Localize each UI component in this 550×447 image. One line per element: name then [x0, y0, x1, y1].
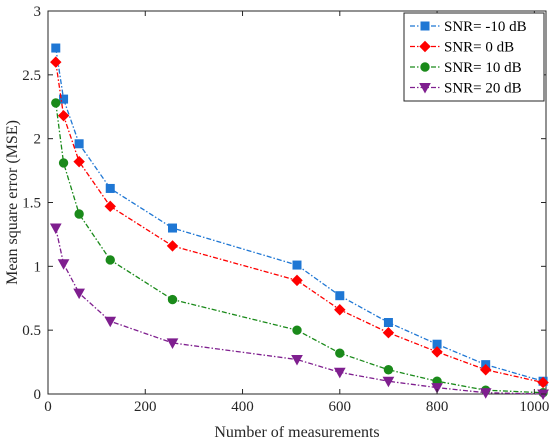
data-point	[104, 316, 117, 328]
legend-label: SNR= -10 dB	[444, 19, 527, 35]
data-point	[51, 43, 61, 53]
data-point	[51, 98, 61, 108]
data-point	[73, 288, 85, 300]
data-point	[167, 294, 178, 305]
data-point	[168, 223, 177, 233]
data-point	[335, 348, 345, 358]
x-tick-label: 600	[329, 399, 352, 415]
series-2	[50, 56, 549, 389]
data-point	[479, 364, 492, 376]
data-point	[479, 388, 492, 399]
data-point	[335, 291, 345, 301]
y-tick-label: 1	[34, 259, 42, 275]
data-point	[57, 109, 70, 122]
series-line	[55, 227, 544, 395]
legend-item: SNR= 0 dB	[410, 40, 514, 56]
data-point	[431, 346, 443, 358]
data-point	[58, 158, 69, 168]
y-axis-title: Mean square error (MSE)	[4, 120, 21, 285]
data-point	[105, 255, 115, 265]
legend-item: SNR= 20 dB	[410, 81, 522, 97]
data-point	[292, 325, 302, 335]
x-tick-label: 400	[231, 399, 254, 415]
legend-item: SNR= -10 dB	[410, 19, 527, 35]
legend-marker	[419, 40, 431, 53]
y-tick-label: 1.5	[22, 196, 41, 212]
x-tick-label: 0	[44, 399, 52, 415]
data-point	[49, 223, 62, 235]
data-point	[383, 365, 394, 375]
series-layer	[49, 43, 549, 401]
data-point	[537, 376, 549, 389]
data-point	[50, 56, 62, 68]
data-point	[291, 355, 303, 366]
data-point	[166, 338, 179, 349]
y-tick-label: 3	[34, 4, 42, 20]
y-tick-label: 2	[34, 132, 42, 148]
data-point	[74, 209, 84, 219]
data-point	[383, 318, 393, 328]
data-point	[292, 260, 302, 270]
legend-label: SNR= 20 dB	[444, 81, 522, 97]
y-tick-label: 0.5	[22, 323, 41, 339]
data-point	[431, 383, 443, 394]
x-tick-label: 200	[134, 399, 157, 415]
data-point	[291, 274, 303, 287]
legend-marker	[420, 62, 430, 72]
data-point	[59, 94, 69, 104]
y-tick-label: 2.5	[22, 68, 41, 84]
data-point	[57, 259, 70, 270]
legend-marker	[419, 83, 431, 94]
data-point	[73, 155, 85, 168]
axes-layer: 0 200 400 600 800 1000 0 0.5 1 1.5 2 2.5 3	[22, 4, 549, 415]
data-point	[382, 376, 395, 388]
data-point	[74, 139, 84, 149]
data-point	[382, 327, 395, 339]
data-point	[166, 240, 179, 252]
legend: SNR= -10 dB SNR= 0 dB SNR= 10 dB SNR= 20 dB	[403, 12, 545, 102]
legend-item: SNR= 10 dB	[410, 60, 522, 76]
data-point	[105, 183, 115, 193]
y-tick-label: 0	[34, 387, 42, 403]
data-point	[104, 200, 116, 213]
legend-label: SNR= 0 dB	[444, 40, 514, 56]
x-tick-label: 1000	[519, 399, 549, 415]
legend-label: SNR= 10 dB	[444, 60, 522, 76]
x-axis-title: Number of measurements	[214, 424, 379, 441]
x-tick-label: 800	[426, 399, 449, 415]
legend-marker	[420, 21, 430, 31]
data-point	[334, 304, 346, 316]
data-point	[333, 367, 346, 379]
